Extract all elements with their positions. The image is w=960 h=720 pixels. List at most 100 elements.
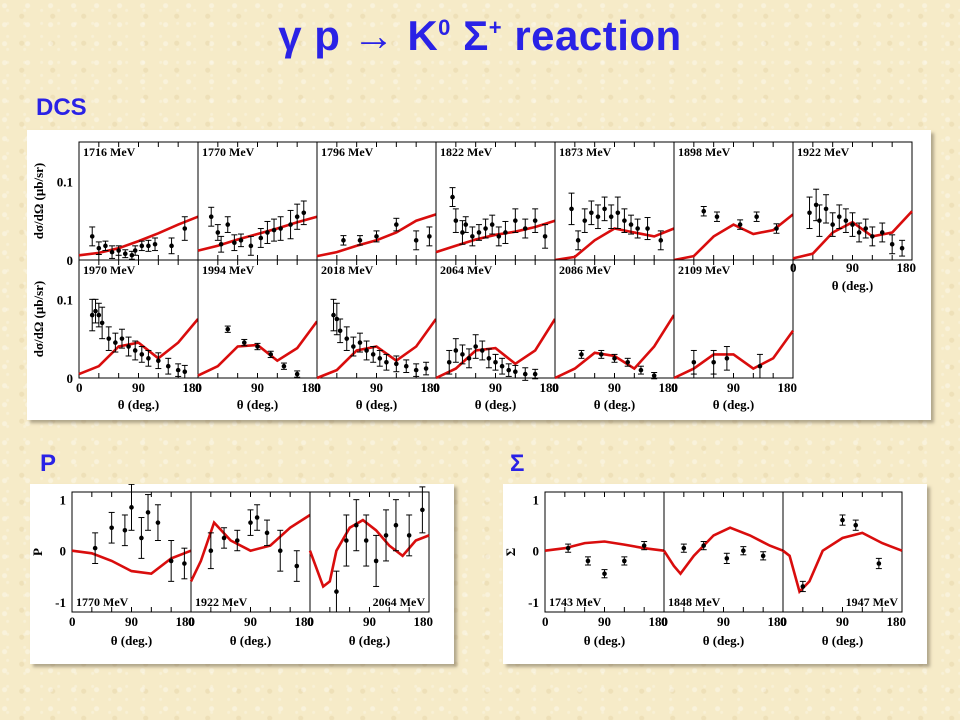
- panel-frame: [782, 491, 903, 613]
- data-point: [836, 214, 842, 220]
- data-point: [870, 234, 875, 239]
- data-point: [569, 206, 574, 212]
- data-point: [248, 243, 254, 249]
- y-tick-label: -1: [55, 595, 66, 610]
- y-axis-label: dσ/dΩ (μb/sr): [31, 281, 46, 358]
- model-curve: [782, 531, 903, 595]
- data-point: [470, 234, 475, 239]
- data-point: [843, 218, 849, 223]
- x-axis-label: θ (deg.): [356, 397, 397, 412]
- data-point: [724, 356, 730, 361]
- data-point: [876, 561, 882, 566]
- dcs-figure: 1716 MeV 1770 MeV 1796 MeV 1822 MeV 1873 MeV…: [27, 130, 931, 420]
- dcs-section-label: DCS: [36, 94, 87, 121]
- data-point: [294, 563, 300, 569]
- x-tick-label: 180: [887, 614, 907, 629]
- data-point: [622, 218, 627, 223]
- data-point: [116, 248, 121, 253]
- x-tick-label: 0: [76, 380, 83, 395]
- data-point: [489, 222, 495, 227]
- data-point: [532, 218, 538, 223]
- x-tick-label: 90: [251, 380, 264, 395]
- data-point: [89, 312, 95, 318]
- data-point: [741, 548, 746, 554]
- data-point: [129, 505, 134, 510]
- panel-1770-mev: 1770 MeV: [71, 483, 192, 613]
- data-point: [453, 348, 459, 353]
- panel-energy-label: 1873 MeV: [559, 145, 612, 159]
- x-tick-label: 0: [552, 380, 559, 395]
- title-kaon-charge: 0: [438, 15, 451, 40]
- x-tick-label: 90: [598, 614, 611, 629]
- data-point: [450, 194, 455, 200]
- data-point: [701, 543, 706, 548]
- y-tick-label: 1: [533, 493, 540, 508]
- panel-2018-mev: 2018 MeV: [316, 259, 438, 380]
- x-tick-label: 180: [414, 614, 434, 629]
- data-point: [800, 584, 806, 589]
- data-point: [513, 218, 518, 223]
- data-point: [89, 234, 95, 239]
- panel-1796-mev: 1796 MeV: [316, 141, 437, 261]
- data-point: [225, 222, 231, 227]
- x-tick-label: 180: [176, 614, 196, 629]
- x-tick-label: 0: [661, 614, 668, 629]
- model-curve: [673, 213, 794, 262]
- data-point: [711, 359, 716, 365]
- data-point: [645, 226, 650, 231]
- data-point: [774, 226, 779, 231]
- data-point: [602, 206, 607, 212]
- panel-2086-mev: 2086 MeV: [554, 259, 676, 380]
- data-point: [145, 510, 151, 515]
- data-point: [265, 230, 270, 235]
- data-point: [384, 359, 389, 365]
- data-point: [241, 340, 247, 345]
- data-point: [337, 328, 343, 334]
- data-point: [532, 371, 538, 377]
- x-tick-label: 0: [69, 614, 76, 629]
- data-point: [830, 222, 835, 227]
- y-tick-label: -1: [528, 595, 539, 610]
- panel-energy-label: 1922 MeV: [195, 595, 248, 609]
- x-tick-label: 180: [768, 614, 788, 629]
- panel-frame: [544, 491, 665, 613]
- data-point: [119, 336, 125, 341]
- data-point: [168, 558, 174, 564]
- data-point: [406, 533, 412, 538]
- x-tick-label: 90: [244, 614, 257, 629]
- panel-energy-label: 1994 MeV: [202, 263, 255, 277]
- data-point: [182, 369, 188, 375]
- title-arrow: →: [352, 12, 396, 59]
- data-point: [238, 238, 244, 243]
- x-axis-label: θ (deg.): [237, 397, 278, 412]
- data-point: [221, 535, 227, 541]
- data-point: [701, 208, 707, 214]
- data-point: [608, 214, 614, 220]
- x-tick-label: 90: [363, 614, 376, 629]
- data-point: [754, 214, 759, 220]
- data-point: [271, 227, 277, 233]
- x-axis-label: θ (deg.): [822, 633, 863, 648]
- x-tick-label: 180: [540, 380, 560, 395]
- x-tick-label: 90: [489, 380, 502, 395]
- slide-title: γ p → K0 Σ+ reaction: [0, 12, 960, 60]
- panel-1770-mev: 1770 MeV: [197, 141, 318, 261]
- data-point: [413, 367, 419, 373]
- data-point: [156, 358, 161, 363]
- data-point: [522, 226, 528, 231]
- data-point: [582, 218, 588, 223]
- data-point: [357, 238, 363, 243]
- data-point: [393, 522, 399, 528]
- x-axis-label: θ (deg.): [475, 397, 516, 412]
- data-point: [334, 316, 340, 322]
- data-point: [373, 558, 379, 564]
- panel-energy-label: 1770 MeV: [202, 145, 255, 159]
- x-tick-label: 0: [314, 380, 321, 395]
- data-point: [155, 520, 161, 525]
- y-axis-label: Σ: [503, 548, 518, 557]
- data-point: [169, 243, 174, 249]
- data-point: [493, 359, 498, 365]
- panel-frame: [435, 141, 556, 261]
- y-axis-label: dσ/dΩ (μb/sr): [31, 163, 46, 240]
- data-point: [93, 308, 98, 314]
